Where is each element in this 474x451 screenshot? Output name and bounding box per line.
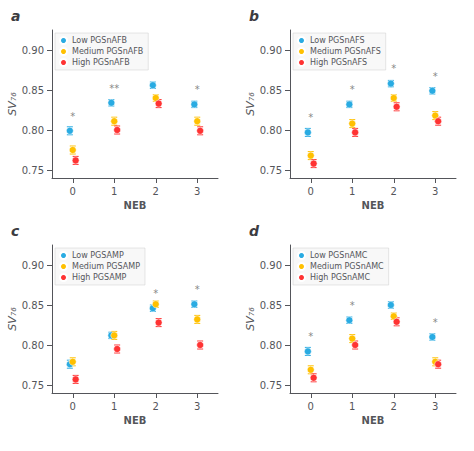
svg-text:0.75: 0.75 <box>22 380 44 391</box>
svg-text:0: 0 <box>308 186 314 197</box>
svg-text:1: 1 <box>111 186 117 197</box>
svg-text:0.75: 0.75 <box>22 165 44 176</box>
svg-text:0.80: 0.80 <box>260 125 282 136</box>
svg-text:SV₇₆: SV₇₆ <box>244 307 257 331</box>
svg-text:0.75: 0.75 <box>260 380 282 391</box>
svg-text:0.85: 0.85 <box>22 300 44 311</box>
svg-text:0.90: 0.90 <box>22 45 44 56</box>
svg-text:3: 3 <box>194 401 200 412</box>
svg-text:*: * <box>308 331 313 342</box>
svg-text:1: 1 <box>349 401 355 412</box>
svg-text:High PGSnAFB: High PGSnAFB <box>72 58 130 67</box>
svg-text:High PGSnAMC: High PGSnAMC <box>310 273 370 282</box>
svg-text:0.80: 0.80 <box>22 125 44 136</box>
svg-text:0.90: 0.90 <box>260 260 282 271</box>
svg-text:1: 1 <box>111 401 117 412</box>
svg-text:Low PGSnAMC: Low PGSnAMC <box>310 251 368 260</box>
svg-text:0.80: 0.80 <box>22 340 44 351</box>
svg-text:0.85: 0.85 <box>22 85 44 96</box>
svg-text:High PGSnAFS: High PGSnAFS <box>310 58 367 67</box>
svg-text:*: * <box>350 84 355 95</box>
svg-text:1: 1 <box>349 186 355 197</box>
svg-text:*: * <box>70 111 75 122</box>
svg-text:2: 2 <box>153 401 159 412</box>
svg-text:Medium PGSnAFS: Medium PGSnAFS <box>310 47 381 56</box>
svg-text:b: b <box>249 8 259 24</box>
svg-text:3: 3 <box>194 186 200 197</box>
svg-text:c: c <box>11 223 20 239</box>
svg-text:0.85: 0.85 <box>260 85 282 96</box>
svg-text:*: * <box>195 284 200 295</box>
svg-text:0.80: 0.80 <box>260 340 282 351</box>
svg-text:0.85: 0.85 <box>260 300 282 311</box>
svg-text:0: 0 <box>70 401 76 412</box>
svg-text:*: * <box>433 71 438 82</box>
svg-text:2: 2 <box>391 186 397 197</box>
svg-text:*: * <box>433 317 438 328</box>
svg-text:SV₇₆: SV₇₆ <box>6 307 19 331</box>
svg-text:*: * <box>350 300 355 311</box>
svg-text:Low PGSnAFB: Low PGSnAFB <box>72 36 127 45</box>
svg-text:Medium PGSAMP: Medium PGSAMP <box>72 262 140 271</box>
svg-text:0.75: 0.75 <box>260 165 282 176</box>
svg-text:NEB: NEB <box>124 415 147 426</box>
svg-text:NEB: NEB <box>124 200 147 211</box>
svg-text:3: 3 <box>432 401 438 412</box>
svg-text:*: * <box>153 288 158 299</box>
svg-text:*: * <box>195 84 200 95</box>
svg-text:*: * <box>308 112 313 123</box>
svg-text:3: 3 <box>432 186 438 197</box>
svg-text:2: 2 <box>153 186 159 197</box>
svg-text:0.90: 0.90 <box>260 45 282 56</box>
svg-text:SV₇₆: SV₇₆ <box>244 92 257 116</box>
svg-text:0.90: 0.90 <box>22 260 44 271</box>
svg-text:NEB: NEB <box>362 200 385 211</box>
svg-text:**: ** <box>109 83 119 94</box>
svg-text:2: 2 <box>391 401 397 412</box>
svg-text:Low PGSAMP: Low PGSAMP <box>72 251 124 260</box>
svg-text:Low PGSnAFS: Low PGSnAFS <box>310 36 364 45</box>
svg-text:Medium PGSnAFB: Medium PGSnAFB <box>72 47 143 56</box>
svg-text:a: a <box>11 8 20 24</box>
svg-text:d: d <box>249 223 260 239</box>
svg-text:0: 0 <box>70 186 76 197</box>
svg-text:Medium PGSnAMC: Medium PGSnAMC <box>310 262 384 271</box>
svg-text:NEB: NEB <box>362 415 385 426</box>
svg-text:*: * <box>391 63 396 74</box>
svg-text:High PGSAMP: High PGSAMP <box>72 273 127 282</box>
svg-text:0: 0 <box>308 401 314 412</box>
svg-text:SV₇₆: SV₇₆ <box>6 92 19 116</box>
